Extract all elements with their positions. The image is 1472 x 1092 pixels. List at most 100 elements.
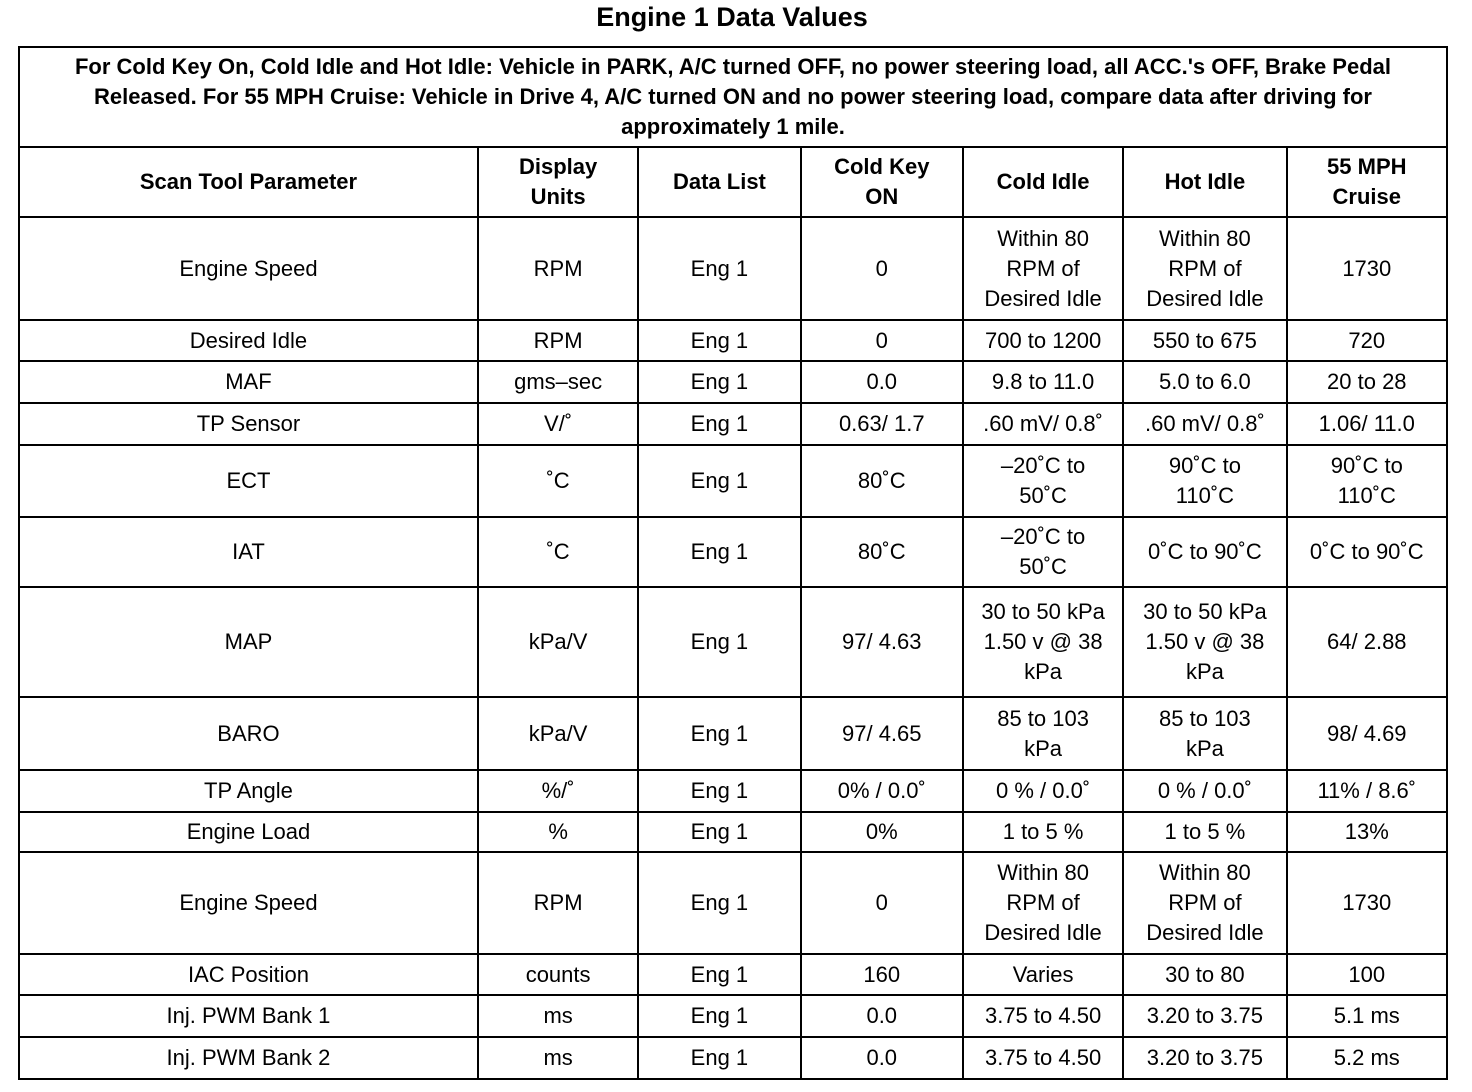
cell-data-list: Eng 1 <box>637 402 802 446</box>
cell-hot-idle: Within 80 RPM of Desired Idle <box>1122 851 1288 955</box>
cell-cold-key-on: 0 <box>799 851 964 955</box>
note-row: For Cold Key On, Cold Idle and Hot Idle:… <box>18 46 1448 148</box>
cell-units: % <box>476 811 640 853</box>
table-row: MAP kPa/V Eng 1 97/ 4.63 30 to 50 kPa 1.50 v… <box>18 586 1449 698</box>
cell-parameter: ECT <box>18 444 479 518</box>
cell-cruise-55mph: 20 to 28 <box>1285 360 1449 404</box>
cell-cruise-55mph: 5.2 ms <box>1285 1036 1449 1080</box>
cell-cold-idle: 0 % / 0.0˚ <box>961 769 1125 813</box>
cell-hot-idle: 85 to 103 kPa <box>1122 696 1288 771</box>
table-note: For Cold Key On, Cold Idle and Hot Idle:… <box>18 46 1448 148</box>
cell-cold-key-on: 0.0 <box>799 994 964 1038</box>
cell-data-list: Eng 1 <box>637 586 802 698</box>
table-row: TP Angle %/˚ Eng 1 0% / 0.0˚ 0 % / 0.0˚ 0 % /… <box>18 769 1449 813</box>
cell-cruise-55mph: 720 <box>1285 319 1449 362</box>
cell-hot-idle: Within 80 RPM of Desired Idle <box>1122 216 1288 321</box>
table-row: Inj. PWM Bank 2 ms Eng 1 0.0 3.75 to 4.50 3.2… <box>18 1036 1449 1080</box>
cell-cruise-55mph: 0˚C to 90˚C <box>1285 516 1449 588</box>
cell-cold-idle: .60 mV/ 0.8˚ <box>961 402 1125 446</box>
cell-hot-idle: 30 to 50 kPa 1.50 v @ 38 kPa <box>1122 586 1288 698</box>
cell-cruise-55mph: 98/ 4.69 <box>1285 696 1449 771</box>
cell-units: ˚C <box>476 516 640 588</box>
cell-data-list: Eng 1 <box>637 516 802 588</box>
column-header-cold-key-on: Cold Key ON <box>799 146 964 218</box>
cell-data-list: Eng 1 <box>637 696 802 771</box>
cell-cold-key-on: 97/ 4.63 <box>799 586 964 698</box>
cell-data-list: Eng 1 <box>637 994 802 1038</box>
cell-units: RPM <box>476 216 640 321</box>
column-header-cruise-55mph: 55 MPH Cruise <box>1285 146 1449 218</box>
cell-cold-key-on: 0 <box>799 319 964 362</box>
cell-cold-key-on: 0.0 <box>799 1036 964 1080</box>
cell-cruise-55mph: 11% / 8.6˚ <box>1285 769 1449 813</box>
cell-cold-idle: 700 to 1200 <box>961 319 1125 362</box>
cell-cruise-55mph: 5.1 ms <box>1285 994 1449 1038</box>
cell-parameter: Inj. PWM Bank 1 <box>18 994 479 1038</box>
cell-hot-idle: .60 mV/ 0.8˚ <box>1122 402 1288 446</box>
table-row: TP Sensor V/˚ Eng 1 0.63/ 1.7.60 mV/ 0.8˚ .6… <box>18 402 1449 446</box>
cell-data-list: Eng 1 <box>637 360 802 404</box>
table-row: ECT ˚C Eng 1 80˚C –20˚C to 50˚C 90˚C to 110˚C… <box>18 444 1449 518</box>
cell-parameter: Inj. PWM Bank 2 <box>18 1036 479 1080</box>
cell-units: kPa/V <box>476 696 640 771</box>
cell-units: kPa/V <box>476 586 640 698</box>
cell-cold-key-on: 97/ 4.65 <box>799 696 964 771</box>
table-row: Inj. PWM Bank 1 ms Eng 1 0.0 3.75 to 4.50 3.2… <box>18 994 1449 1038</box>
cell-cold-idle: Varies <box>961 953 1125 996</box>
cell-hot-idle: 1 to 5 % <box>1122 811 1288 853</box>
cell-cruise-55mph: 90˚C to 110˚C <box>1285 444 1449 518</box>
cell-parameter: TP Angle <box>18 769 479 813</box>
cell-units: RPM <box>476 851 640 955</box>
column-header-data-list: Data List <box>637 146 802 218</box>
cell-cold-key-on: 0.63/ 1.7 <box>799 402 964 446</box>
cell-cruise-55mph: 64/ 2.88 <box>1285 586 1449 698</box>
cell-data-list: Eng 1 <box>637 811 802 853</box>
cell-parameter: Engine Load <box>18 811 479 853</box>
cell-cold-key-on: 0% / 0.0˚ <box>799 769 964 813</box>
cell-data-list: Eng 1 <box>637 319 802 362</box>
cell-units: ˚C <box>476 444 640 518</box>
cell-cold-idle: –20˚C to 50˚C <box>961 444 1125 518</box>
cell-cold-key-on: 0 <box>799 216 964 321</box>
table-row: Engine Speed RPM Eng 1 0 Within 80 RPM of De… <box>18 851 1449 955</box>
table-row: IAC Position counts Eng 1 160 Varies 30 to 80… <box>18 953 1449 996</box>
table-row: Engine Load% Eng 1 0% 1 to 5 % 1 to 5 % 13% <box>18 811 1449 853</box>
cell-parameter: Engine Speed <box>18 851 479 955</box>
cell-units: ms <box>476 994 640 1038</box>
cell-cold-idle: 30 to 50 kPa 1.50 v @ 38 kPa <box>961 586 1125 698</box>
cell-cold-key-on: 0% <box>799 811 964 853</box>
cell-cruise-55mph: 13% <box>1285 811 1449 853</box>
cell-cruise-55mph: 1730 <box>1285 216 1449 321</box>
cell-units: ms <box>476 1036 640 1080</box>
cell-units: %/˚ <box>476 769 640 813</box>
table-row: BARO kPa/V Eng 1 97/ 4.65 85 to 103 kPa 85 to… <box>18 696 1449 771</box>
cell-cold-idle: 85 to 103 kPa <box>961 696 1125 771</box>
cell-hot-idle: 5.0 to 6.0 <box>1122 360 1288 404</box>
cell-cold-key-on: 80˚C <box>799 516 964 588</box>
table-row: IAT ˚C Eng 1 80˚C –20˚C to 50˚C 0˚C to 90˚C 0˚… <box>18 516 1449 588</box>
cell-parameter: IAT <box>18 516 479 588</box>
cell-data-list: Eng 1 <box>637 953 802 996</box>
cell-cruise-55mph: 100 <box>1285 953 1449 996</box>
cell-data-list: Eng 1 <box>637 851 802 955</box>
table-row: MAF gms–sec Eng 1 0.0 9.8 to 11.0 5.0 to 6.0 2… <box>18 360 1449 404</box>
cell-parameter: Desired Idle <box>18 319 479 362</box>
cell-parameter: IAC Position <box>18 953 479 996</box>
cell-data-list: Eng 1 <box>637 769 802 813</box>
engine-data-table: For Cold Key On, Cold Idle and Hot Idle:… <box>18 46 1449 1080</box>
cell-cold-idle: 9.8 to 11.0 <box>961 360 1125 404</box>
cell-cold-idle: 3.75 to 4.50 <box>961 1036 1125 1080</box>
cell-units: gms–sec <box>476 360 640 404</box>
table-row: Engine Speed RPM Eng 1 0 Within 80 RPM of De… <box>18 216 1449 321</box>
cell-parameter: Engine Speed <box>18 216 479 321</box>
table-row: Desired Idle RPM Eng 1 0 700 to 1200 550 to 6… <box>18 319 1449 362</box>
cell-cold-idle: 3.75 to 4.50 <box>961 994 1125 1038</box>
cell-hot-idle: 3.20 to 3.75 <box>1122 994 1288 1038</box>
cell-units: RPM <box>476 319 640 362</box>
cell-cold-idle: 1 to 5 % <box>961 811 1125 853</box>
cell-cruise-55mph: 1.06/ 11.0 <box>1285 402 1449 446</box>
cell-data-list: Eng 1 <box>637 216 802 321</box>
cell-hot-idle: 30 to 80 <box>1122 953 1288 996</box>
cell-parameter: TP Sensor <box>18 402 479 446</box>
column-header-hot-idle: Hot Idle <box>1122 146 1288 218</box>
